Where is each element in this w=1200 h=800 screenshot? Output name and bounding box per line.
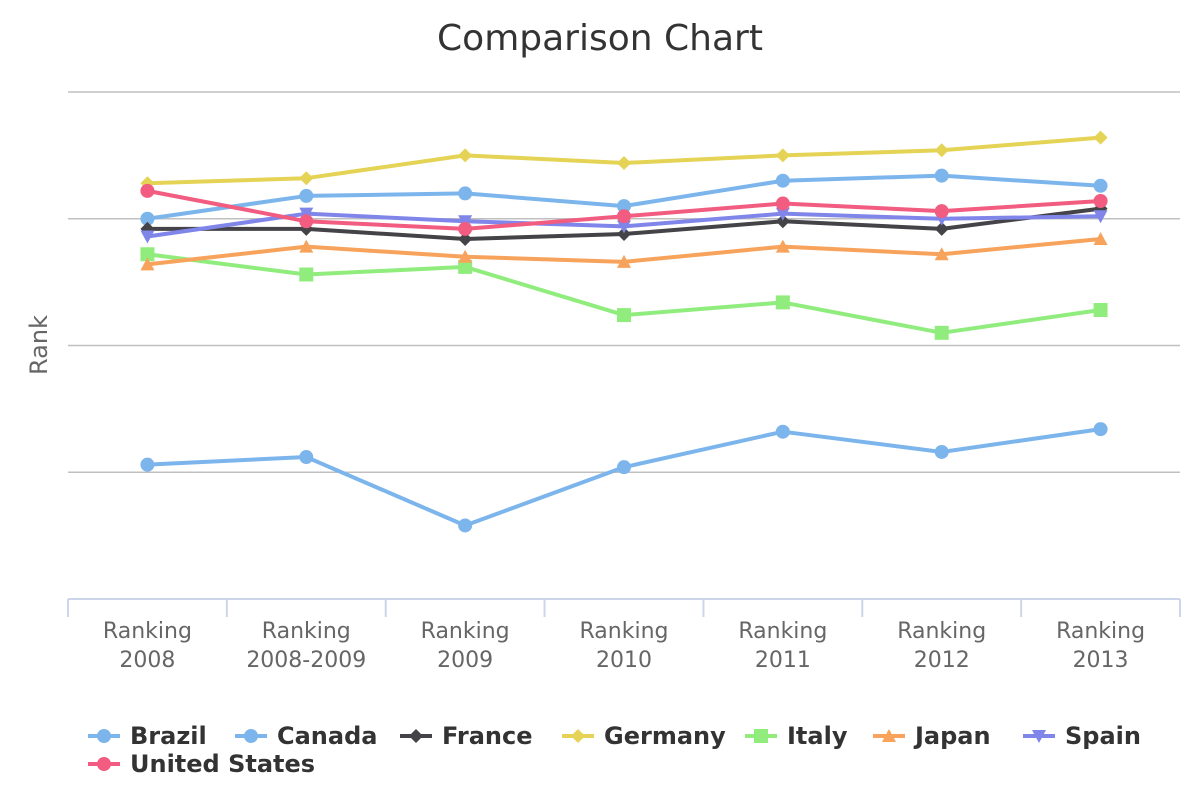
- series-line-brazil: [147, 429, 1100, 525]
- data-point-italy: [1094, 303, 1108, 317]
- x-axis: Ranking 2008 Ranking 2008-2009 Ranking 2009 Ra…: [68, 599, 1180, 673]
- data-point-canada: [458, 186, 472, 200]
- chart-title: Comparison Chart: [437, 18, 763, 59]
- data-point-germany: [617, 156, 631, 170]
- data-point-united-states: [617, 209, 631, 223]
- legend-symbol-italy: [754, 729, 768, 743]
- data-point-brazil: [935, 445, 949, 459]
- x-tick-label: Ranking 2009: [421, 619, 510, 673]
- data-point-canada: [935, 169, 949, 183]
- legend-label-germany: Germany: [604, 722, 726, 750]
- legend-item-united-states[interactable]: United States: [88, 750, 315, 778]
- legend-symbol-canada: [244, 729, 258, 743]
- legend-item-japan[interactable]: Japan: [873, 722, 991, 750]
- gridlines: [68, 92, 1180, 472]
- data-point-brazil: [776, 425, 790, 439]
- data-point-united-states: [1094, 194, 1108, 208]
- legend-item-brazil[interactable]: Brazil: [88, 722, 207, 750]
- x-tick-label: Ranking 2010: [580, 619, 669, 673]
- legend-item-germany[interactable]: Germany: [562, 722, 726, 750]
- legend-symbol-germany: [571, 729, 585, 743]
- data-point-germany: [776, 148, 790, 162]
- legend-label-united-states: United States: [130, 750, 315, 778]
- x-tick-label: Ranking 2012: [897, 619, 986, 673]
- data-point-germany: [299, 171, 313, 185]
- legend-symbol-brazil: [97, 729, 111, 743]
- data-point-italy: [617, 308, 631, 322]
- data-point-united-states: [299, 214, 313, 228]
- legend-item-spain[interactable]: Spain: [1023, 722, 1141, 750]
- data-point-italy: [776, 295, 790, 309]
- y-axis-label: Rank: [25, 315, 53, 375]
- x-tick-label: Ranking 2008-2009: [246, 619, 366, 673]
- legend-item-italy[interactable]: Italy: [745, 722, 848, 750]
- data-point-germany: [935, 143, 949, 157]
- legend-label-france: France: [442, 722, 532, 750]
- legend-item-canada[interactable]: Canada: [235, 722, 377, 750]
- legend-label-brazil: Brazil: [130, 722, 207, 750]
- legend-symbol-france: [409, 729, 423, 743]
- data-point-brazil: [617, 460, 631, 474]
- legend-label-japan: Japan: [913, 722, 991, 750]
- x-tick-label: Ranking 2011: [738, 619, 827, 673]
- data-point-brazil: [1094, 422, 1108, 436]
- legend-label-italy: Italy: [787, 722, 848, 750]
- series-germany: [140, 131, 1107, 191]
- data-point-germany: [458, 148, 472, 162]
- legend-label-canada: Canada: [277, 722, 377, 750]
- data-point-united-states: [458, 222, 472, 236]
- legend-item-france[interactable]: France: [400, 722, 532, 750]
- legend-symbol-united-states: [97, 757, 111, 771]
- data-point-canada: [299, 189, 313, 203]
- x-tick-label: Ranking 2008: [103, 619, 192, 673]
- data-point-brazil: [458, 518, 472, 532]
- legend: Brazil Canada France Germany Italy Japan Spain…: [88, 722, 1141, 778]
- data-point-united-states: [935, 204, 949, 218]
- data-point-italy: [299, 268, 313, 282]
- series-brazil: [140, 422, 1107, 532]
- legend-label-spain: Spain: [1065, 722, 1141, 750]
- data-point-canada: [1094, 179, 1108, 193]
- data-point-united-states: [140, 184, 154, 198]
- data-point-brazil: [299, 450, 313, 464]
- data-point-germany: [1094, 131, 1108, 145]
- data-point-italy: [935, 326, 949, 340]
- data-point-canada: [776, 174, 790, 188]
- data-point-united-states: [776, 197, 790, 211]
- x-tick-label: Ranking 2013: [1056, 619, 1145, 673]
- data-point-brazil: [140, 458, 154, 472]
